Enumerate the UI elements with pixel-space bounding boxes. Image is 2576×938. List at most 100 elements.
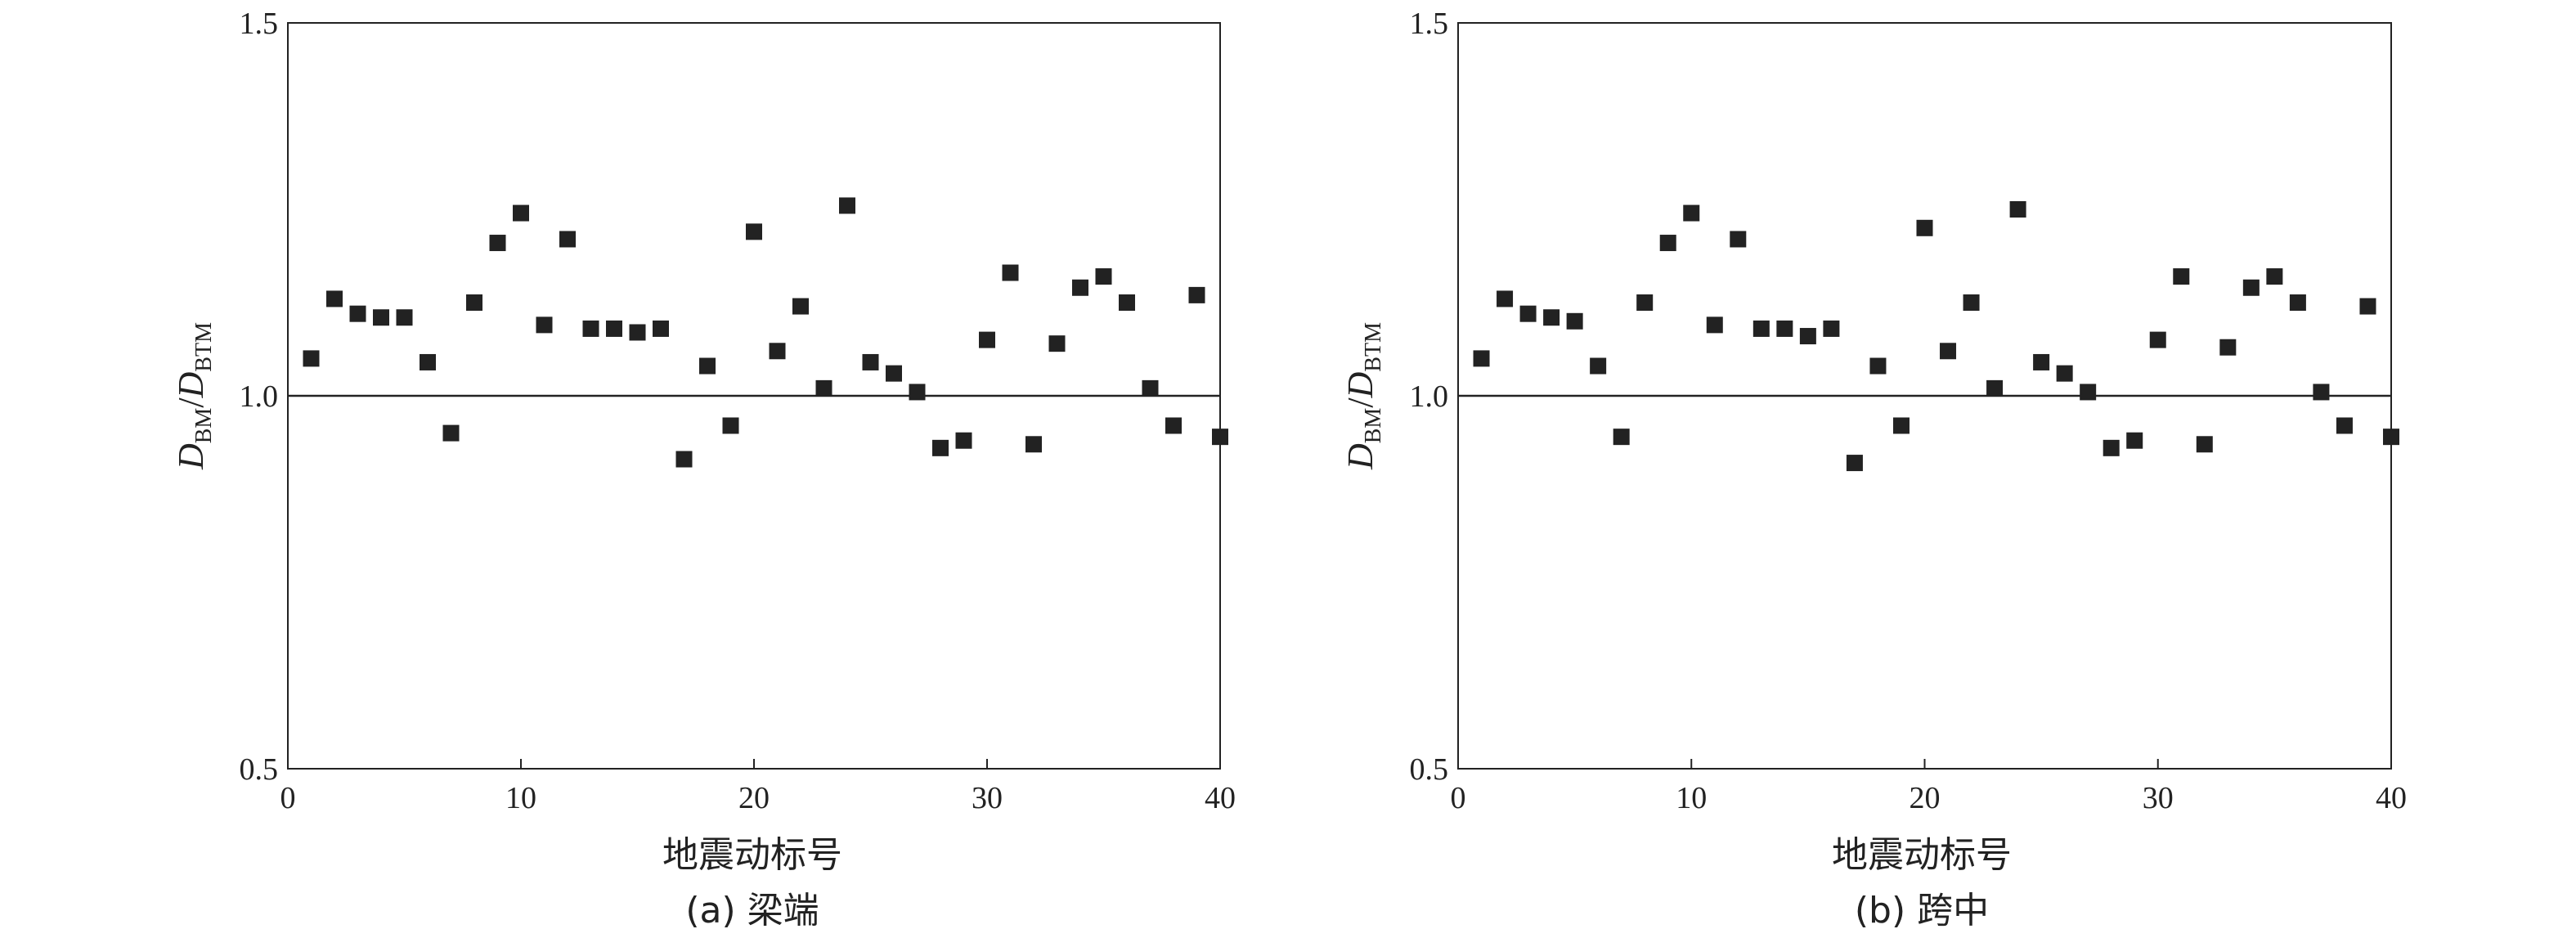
data-point	[2056, 365, 2073, 382]
data-point	[466, 294, 482, 311]
data-point	[839, 197, 855, 214]
data-point	[1963, 294, 1980, 311]
x-tick-label: 0	[1451, 781, 1466, 815]
x-tick-label: 40	[2376, 781, 2407, 815]
data-point	[1752, 320, 1770, 337]
data-point	[1025, 436, 1042, 453]
data-point	[1002, 264, 1019, 281]
y-axis-label-sub2: BTM	[1361, 322, 1386, 372]
y-tick-label: 1.0	[240, 379, 279, 414]
y-axis-label-sub2: BTM	[191, 322, 217, 372]
data-point	[1119, 294, 1135, 311]
data-point	[862, 353, 879, 370]
data-point	[1497, 290, 1514, 307]
data-point	[582, 320, 599, 337]
data-point	[2009, 201, 2026, 218]
x-tick-label: 30	[2143, 781, 2174, 815]
data-point	[420, 353, 436, 370]
x-tick-label: 10	[1676, 781, 1707, 815]
data-point	[2383, 429, 2399, 446]
data-point	[1188, 286, 1205, 303]
data-point	[955, 432, 972, 449]
data-point	[699, 357, 716, 375]
data-point	[2266, 268, 2283, 285]
data-point	[1799, 328, 1816, 345]
data-point	[1869, 357, 1887, 375]
x-axis-label: 地震动标号	[662, 834, 842, 876]
y-tick-label: 1.5	[240, 7, 279, 41]
y-axis-label-D1: D	[171, 443, 211, 470]
data-point	[1916, 219, 1933, 236]
x-tick-label: 0	[280, 781, 296, 815]
y-axis-label-slash: /	[171, 397, 211, 408]
data-point	[2080, 384, 2097, 401]
data-point	[1095, 268, 1112, 285]
data-point	[2149, 331, 2166, 348]
data-point	[1590, 357, 1607, 375]
data-point	[349, 305, 366, 322]
x-tick-label: 30	[972, 781, 1003, 815]
data-point	[489, 235, 506, 252]
data-point	[792, 298, 809, 315]
data-point	[2289, 294, 2306, 311]
y-axis-label-sub1: BM	[191, 408, 217, 444]
data-point	[1776, 320, 1793, 337]
data-point	[1730, 231, 1747, 248]
data-point	[2336, 417, 2353, 434]
data-point	[746, 223, 762, 240]
data-point	[1543, 309, 1560, 326]
data-point	[606, 320, 622, 337]
data-point	[303, 350, 320, 367]
data-point	[1846, 455, 1863, 472]
data-point	[2242, 279, 2260, 296]
data-point	[559, 231, 576, 248]
y-axis-label-slash: /	[1340, 397, 1380, 408]
data-point	[2126, 432, 2143, 449]
data-point	[1072, 279, 1088, 296]
x-tick-label: 40	[1205, 781, 1236, 815]
data-point	[513, 204, 529, 222]
data-point	[722, 417, 739, 434]
data-point	[442, 424, 460, 442]
x-tick-label: 20	[1910, 781, 1941, 815]
data-point	[1892, 417, 1910, 434]
data-point	[1212, 429, 1228, 446]
data-point	[1636, 294, 1654, 311]
y-axis-label-D2: D	[1340, 371, 1380, 398]
y-axis-label-D2: D	[171, 371, 211, 398]
data-point	[2313, 384, 2330, 401]
panel-caption: (a) 梁端	[685, 890, 819, 931]
data-point	[1683, 204, 1700, 222]
data-point	[675, 451, 693, 468]
y-axis-label-D1: D	[1340, 443, 1380, 470]
y-axis-label: DBM/DBTM	[1340, 322, 1386, 470]
data-point	[653, 320, 669, 337]
data-point	[326, 290, 343, 307]
data-point	[1519, 305, 1537, 322]
x-tick-label: 20	[738, 781, 770, 815]
data-point	[396, 309, 413, 326]
x-axis-label: 地震动标号	[1832, 834, 2012, 876]
data-point	[769, 343, 786, 360]
data-point	[909, 384, 926, 401]
data-point	[1986, 379, 2004, 397]
data-point	[629, 324, 646, 341]
data-point	[932, 439, 949, 456]
data-point	[2033, 353, 2050, 370]
panel-caption: (b) 跨中	[1855, 890, 1989, 931]
y-axis-label: DBM/DBTM	[171, 322, 217, 470]
data-point	[1566, 312, 1583, 330]
y-axis-label-sub1: BM	[1361, 408, 1386, 444]
data-point	[2359, 298, 2376, 315]
y-tick-label: 1.5	[1410, 7, 1449, 41]
y-tick-label: 0.5	[240, 752, 279, 787]
data-point	[2196, 436, 2213, 453]
data-point	[815, 379, 832, 397]
y-tick-label: 1.0	[1410, 379, 1449, 414]
data-point	[1142, 379, 1159, 397]
y-tick-label: 0.5	[1410, 752, 1449, 787]
data-point	[373, 309, 389, 326]
